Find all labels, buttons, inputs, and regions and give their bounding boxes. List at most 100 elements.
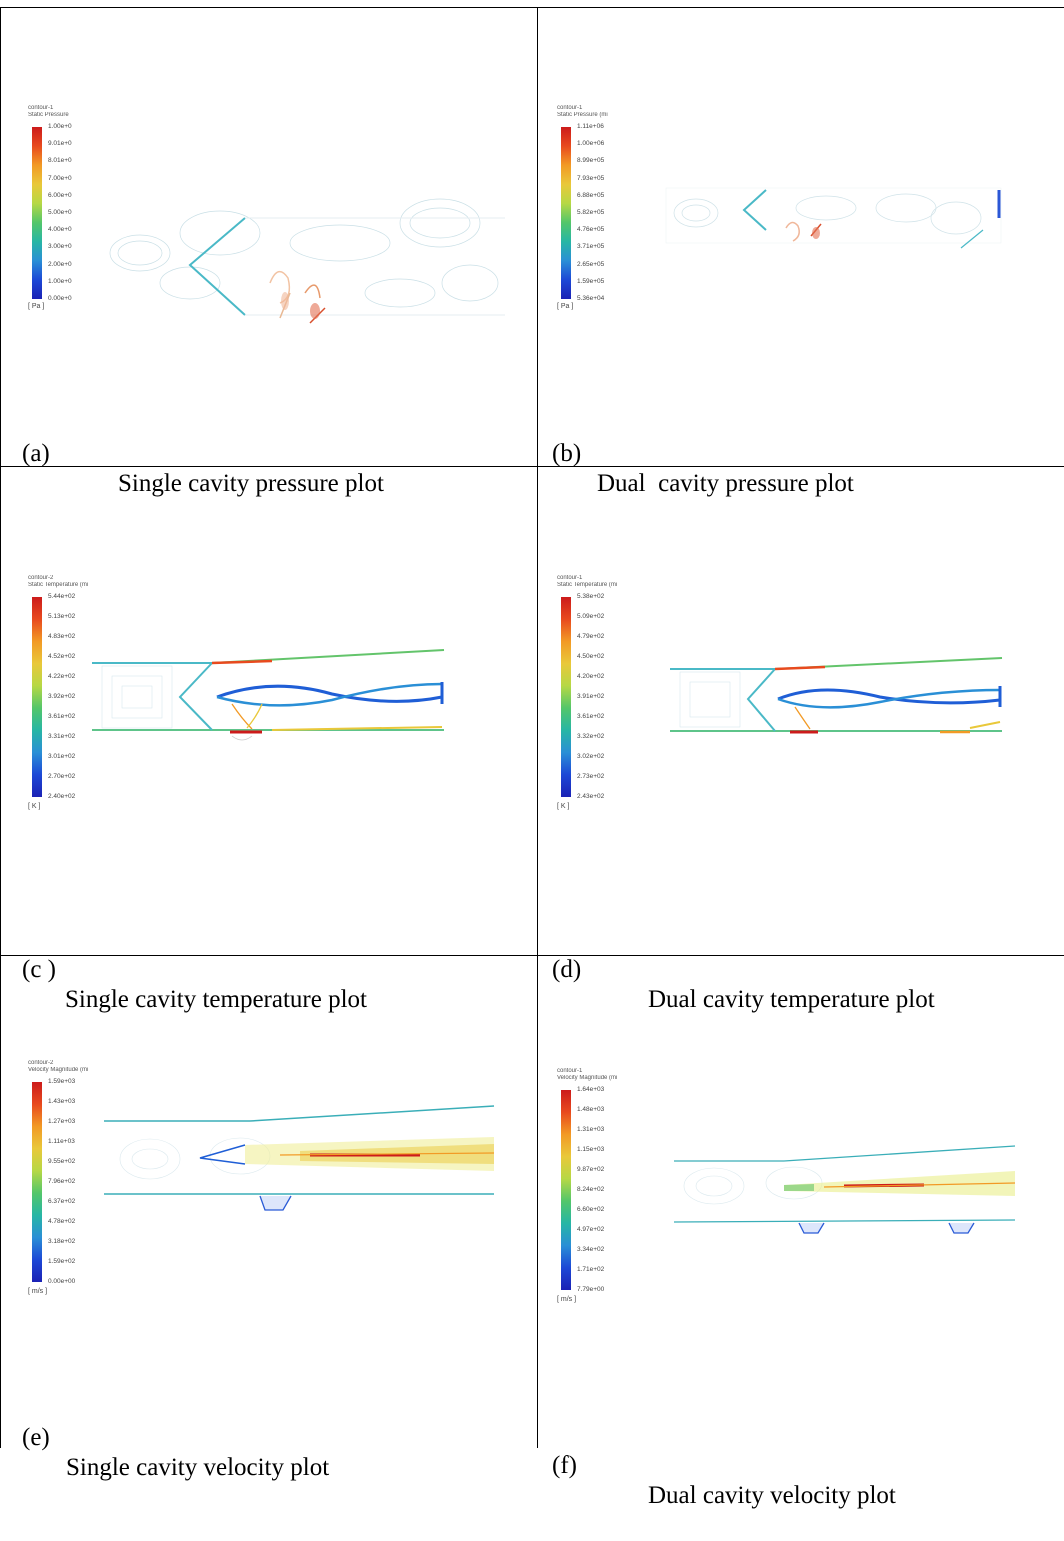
caption-label: (e) [22, 1424, 50, 1451]
legend-tick-label: 6.37e+02 [48, 1198, 76, 1205]
cell-d: contour-1 Static Temperature (mi 5.38e+0… [538, 467, 1064, 1013]
caption-text: Dual cavity pressure plot [597, 470, 854, 497]
legend-title: contour-2 [28, 575, 54, 581]
legend-tick-label: 4.83e+02 [48, 633, 76, 640]
legend-tick-label: 2.40e+02 [48, 793, 76, 800]
legend-colorbar [561, 127, 571, 299]
cell-f: contour-1 Velocity Magnitude (mi 1.64e+0… [538, 956, 1064, 1509]
legend-tick-label: 3.91e+02 [577, 693, 605, 700]
legend-tick-label: 1.71e+02 [577, 1266, 605, 1273]
legend-tick-label: 3.34e+02 [577, 1246, 605, 1253]
legend-unit: [ m/s ] [557, 1296, 577, 1303]
legend-a: contour-1 Static Pressure 1.00e+0 9.01e+0… [28, 105, 108, 345]
legend-subtitle: Velocity Magnitude (mi [557, 1075, 618, 1081]
legend-tick-label: 4.76e+05 [577, 226, 605, 234]
legend-tick-label: 1.11e+06 [577, 123, 604, 130]
legend-tick-label: 3.61e+02 [48, 713, 76, 720]
table-divider-vertical [537, 7, 538, 1448]
legend-unit: [ Pa ] [557, 303, 574, 310]
legend-tick-label: 3.02e+02 [577, 753, 605, 760]
legend-tick-label: 5.09e+02 [577, 613, 605, 620]
legend-d: contour-1 Static Temperature (mi 5.38e+0… [557, 575, 637, 825]
legend-tick-label: 2.70e+02 [48, 773, 76, 780]
legend-tick-label: 4.79e+02 [577, 633, 605, 640]
legend-tick-label: 7.00e+0 [48, 174, 72, 182]
pressure-contour-plot-b [665, 187, 1002, 249]
legend-title: contour-1 [28, 105, 54, 111]
caption-c: (c ) Single cavity temperature plot [22, 925, 367, 1045]
legend-title: contour-1 [557, 575, 583, 581]
legend-tick-label: 5.44e+02 [48, 593, 76, 600]
legend-tick-label: 8.99e+05 [577, 157, 605, 165]
legend-subtitle: Static Pressure (mi [557, 112, 608, 118]
legend-tick-label: 1.00e+06 [577, 140, 605, 148]
legend-tick-label: 1.59e+02 [48, 1258, 76, 1265]
legend-unit: [ K ] [557, 803, 570, 810]
caption-label: (f) [552, 1452, 577, 1479]
legend-tick-label: 7.96e+02 [48, 1178, 76, 1185]
legend-tick-label: 2.65e+05 [577, 260, 605, 268]
legend-tick-label: 6.60e+02 [577, 1206, 605, 1213]
velocity-contour-plot-f [673, 1145, 1016, 1234]
legend-tick-label: 3.71e+05 [577, 243, 605, 251]
velocity-contour-plot-e [104, 1105, 495, 1211]
caption-e: (e) Single cavity velocity plot [22, 1393, 329, 1513]
legend-tick-label: 4.00e+0 [48, 226, 72, 234]
legend-tick-label: 1.59e+03 [48, 1078, 76, 1085]
legend-colorbar [32, 127, 42, 299]
legend-tick-label: 3.01e+02 [48, 753, 76, 760]
legend-f: contour-1 Velocity Magnitude (mi 1.64e+0… [557, 1068, 637, 1318]
legend-tick-label: 1.48e+03 [577, 1106, 605, 1113]
legend-tick-label: 4.97e+02 [577, 1226, 605, 1233]
legend-subtitle: Static Pressure [28, 112, 69, 118]
legend-subtitle: Static Temperature (mi [557, 582, 618, 588]
caption-label: (c ) [22, 956, 56, 983]
legend-tick-label: 4.22e+02 [48, 673, 76, 680]
table-divider-row-1 [0, 466, 1064, 467]
legend-title: contour-1 [557, 105, 583, 111]
legend-e: contour-2 Velocity Magnitude (mi 1.59e+0… [28, 1060, 108, 1310]
legend-tick-label: 5.38e+02 [577, 593, 605, 600]
cell-e: contour-2 Velocity Magnitude (mi 1.59e+0… [0, 956, 537, 1481]
caption-f: (f) Dual cavity velocity plot [552, 1421, 896, 1541]
legend-tick-label: 1.59e+05 [577, 277, 605, 285]
legend-tick-label: 8.24e+02 [577, 1186, 605, 1193]
table-border-top [0, 7, 1064, 8]
legend-tick-label: 5.36e+04 [577, 295, 605, 302]
legend-tick-label: 7.93e+05 [577, 174, 605, 182]
legend-tick-label: 9.55e+02 [48, 1158, 76, 1165]
legend-b: contour-1 Static Pressure (mi 1.11e+06 1.… [557, 105, 637, 345]
caption-text: Single cavity pressure plot [118, 470, 384, 497]
legend-tick-label: 9.87e+02 [577, 1166, 605, 1173]
legend-tick-label: 6.88e+05 [577, 191, 605, 199]
legend-c: contour-2 Static Temperature (mi 5.44e+0… [28, 575, 108, 825]
legend-tick-label: 4.78e+02 [48, 1218, 76, 1225]
legend-tick-label: 4.52e+02 [48, 653, 76, 660]
legend-tick-label: 2.73e+02 [577, 773, 605, 780]
caption-text: Single cavity temperature plot [65, 986, 367, 1013]
legend-subtitle: Static Temperature (mi [28, 582, 89, 588]
legend-tick-label: 5.82e+05 [577, 209, 605, 216]
legend-tick-label: 1.11e+03 [48, 1138, 75, 1145]
table-border-left [0, 7, 1, 1448]
legend-tick-label: 3.00e+0 [48, 243, 72, 251]
legend-tick-label: 0.00e+00 [48, 1278, 76, 1285]
legend-tick-label: 8.01e+0 [48, 157, 72, 165]
legend-unit: [ K ] [28, 803, 41, 810]
caption-b: (b) Dual cavity pressure plot [552, 409, 854, 529]
legend-tick-label: 1.43e+03 [48, 1098, 76, 1105]
legend-tick-label: 3.32e+02 [577, 733, 605, 740]
legend-title: contour-2 [28, 1060, 54, 1066]
caption-label: (a) [22, 440, 50, 467]
caption-label: (b) [552, 440, 582, 467]
caption-d: (d) Dual cavity temperature plot [552, 925, 935, 1045]
legend-colorbar [561, 1090, 571, 1290]
legend-tick-label: 3.61e+02 [577, 713, 605, 720]
legend-tick-label: 0.00e+0 [48, 295, 72, 302]
figure-table: contour-1 Static Pressure 1.00e+0 9.01e+0… [0, 7, 1064, 1509]
legend-tick-label: 1.00e+0 [48, 277, 72, 285]
legend-tick-label: 2.00e+0 [48, 260, 72, 268]
legend-tick-label: 1.31e+03 [577, 1126, 605, 1133]
cell-b: contour-1 Static Pressure (mi 1.11e+06 1.… [538, 8, 1064, 497]
legend-tick-label: 1.27e+03 [48, 1118, 76, 1125]
